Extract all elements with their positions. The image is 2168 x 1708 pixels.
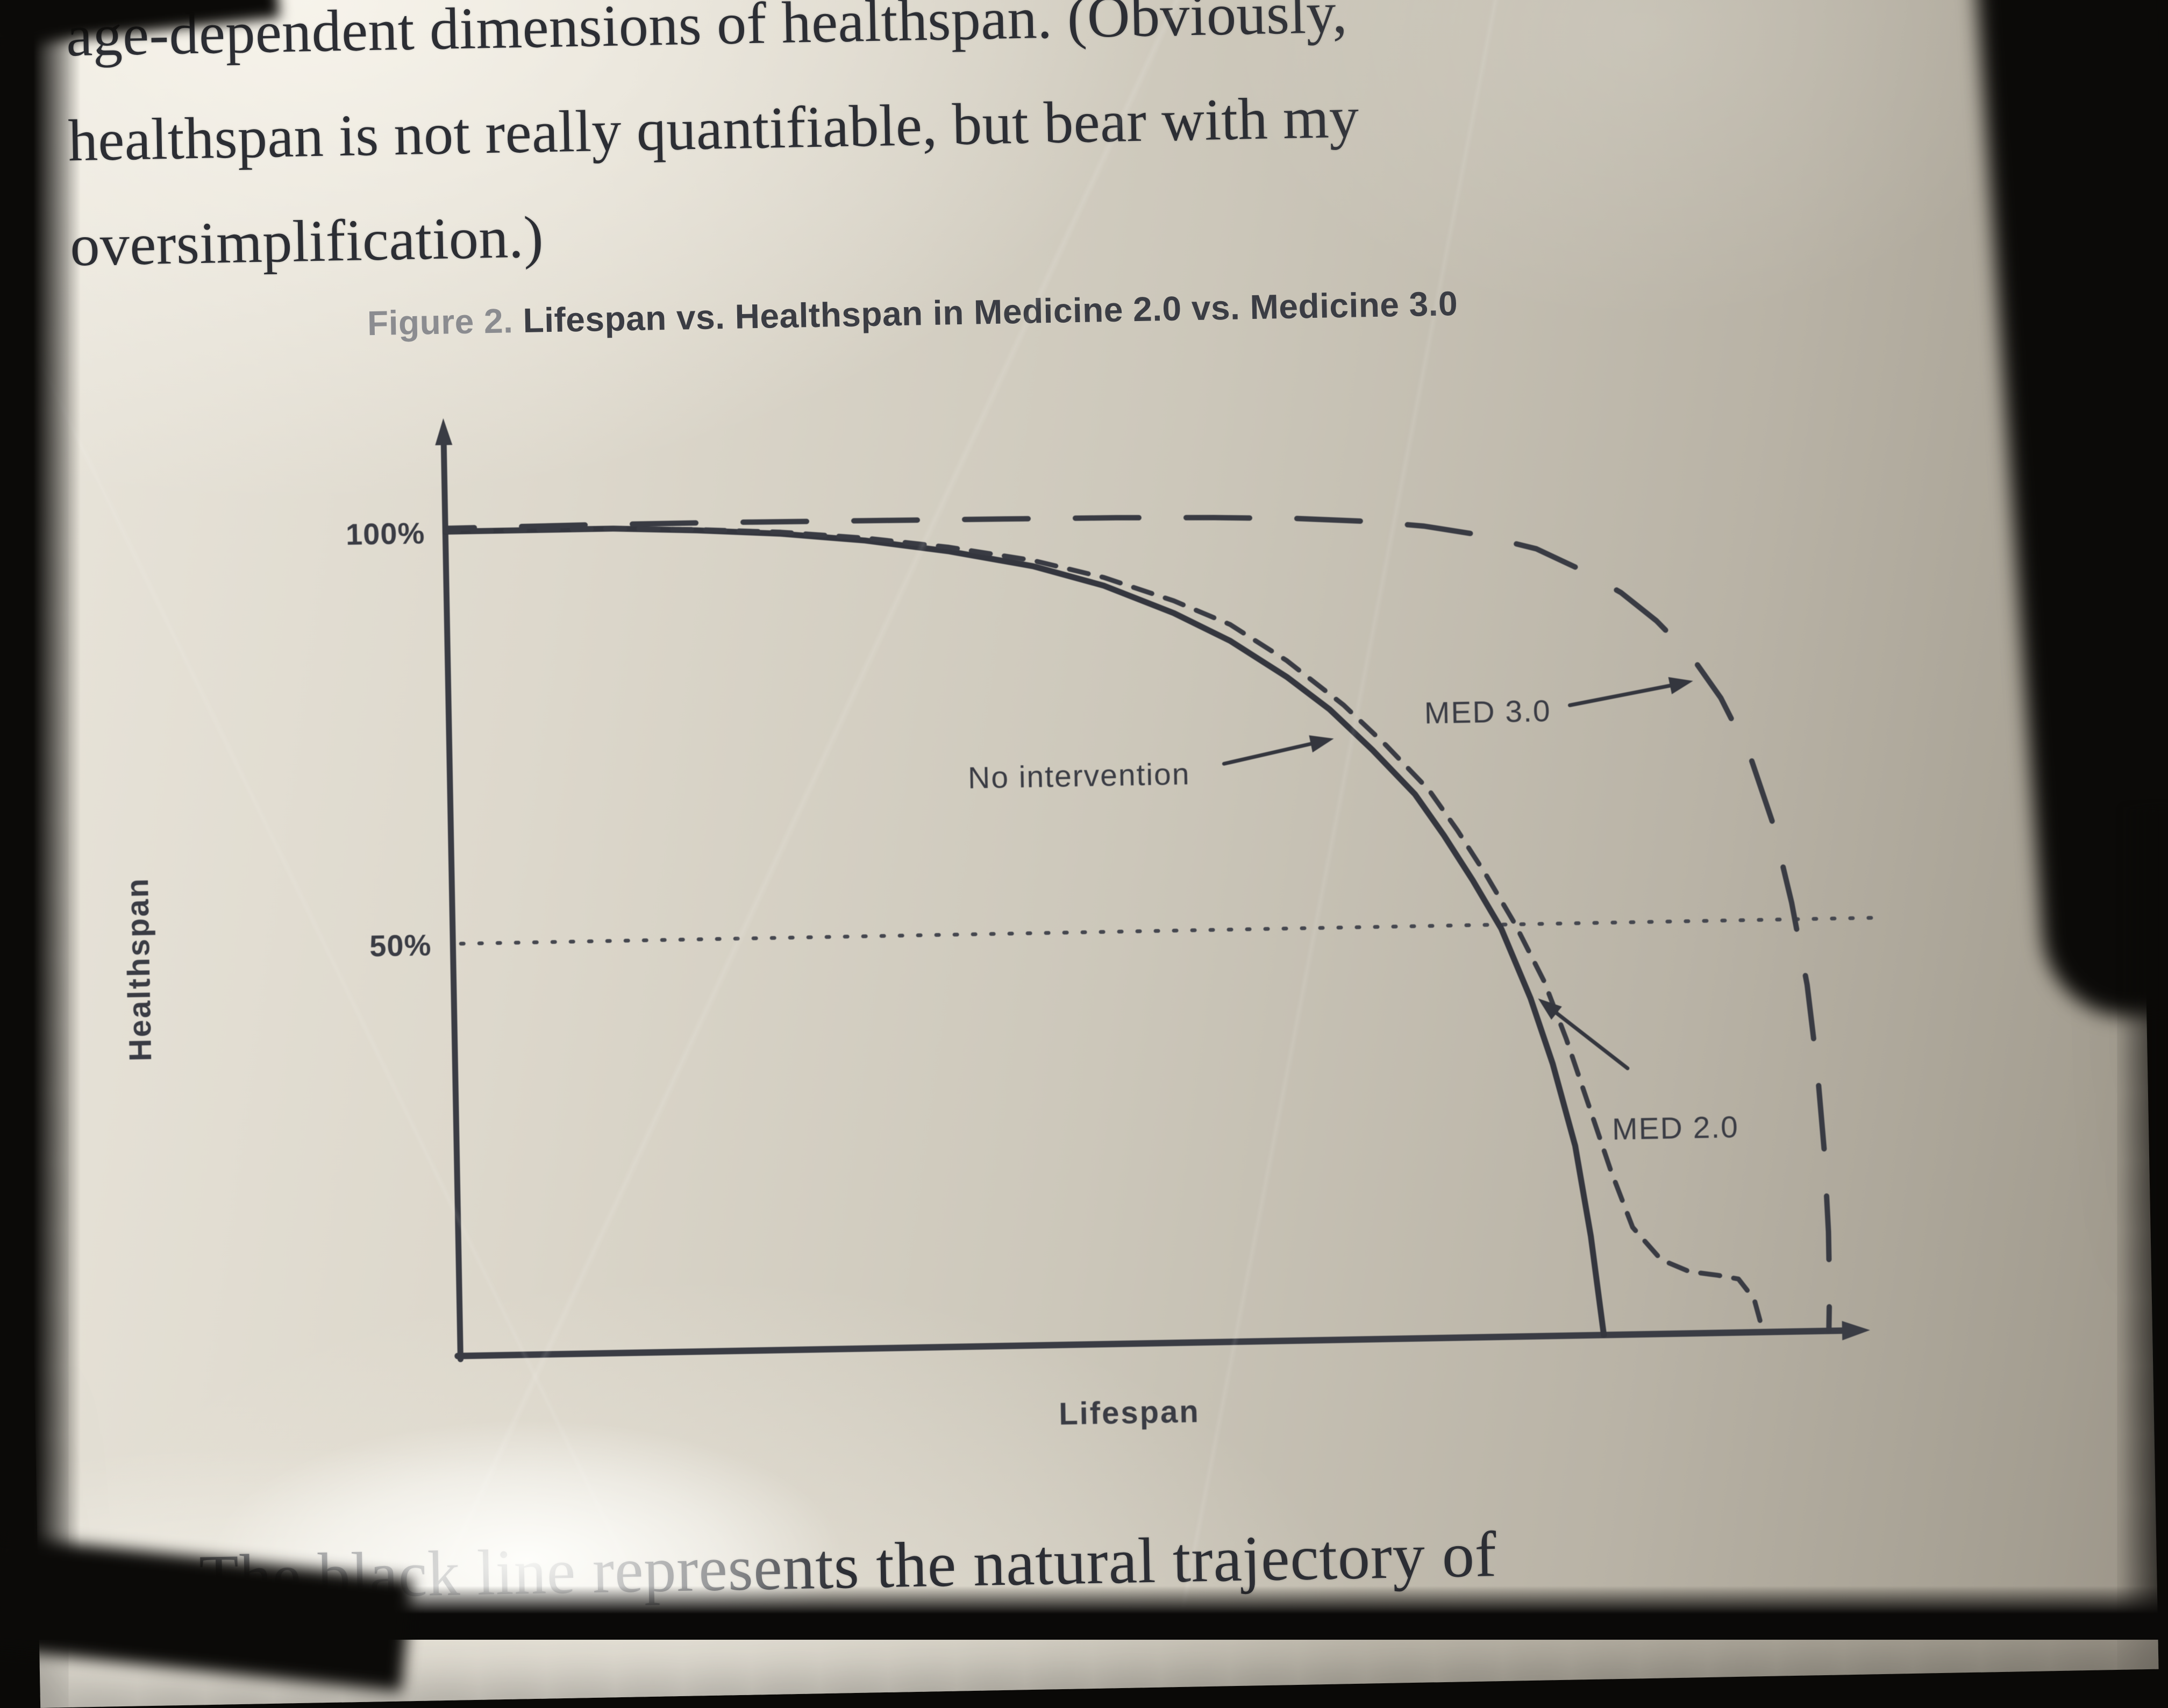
lifespan-healthspan-chart: 100% 50% Healthspan Lifespan No interven…	[73, 382, 1937, 1513]
y-axis-title: Healthspan	[120, 877, 158, 1062]
x-axis-title: Lifespan	[1059, 1394, 1201, 1432]
top-paragraph: age-dependent dimensions of healthspan. …	[65, 0, 1925, 298]
curve-med-3-0	[443, 515, 1832, 1334]
arrowhead-med-3-0-icon	[1668, 677, 1693, 694]
fifty-percent-dotted-line	[459, 916, 1877, 946]
chart-svg: 100% 50% Healthspan Lifespan No interven…	[120, 418, 1877, 1432]
annotation-arrow-no-intervention	[1222, 742, 1313, 766]
caption-prefix: Figure 2.	[367, 301, 524, 343]
x-axis-arrowhead-icon	[1842, 1321, 1870, 1341]
y-axis-arrowhead-icon	[435, 418, 453, 445]
annotation-med-3-0: MED 3.0	[1424, 694, 1551, 730]
annotation-med-2-0: MED 2.0	[1612, 1110, 1739, 1147]
annotation-no-intervention: No intervention	[968, 757, 1190, 795]
y-axis	[440, 438, 463, 1362]
caption-title: Lifespan vs. Healthspan in Medicine 2.0 …	[522, 284, 1458, 340]
tick-label-100: 100%	[345, 516, 425, 551]
tick-label-50: 50%	[369, 928, 432, 963]
curve-no-intervention	[442, 525, 1607, 1338]
x-axis	[454, 1327, 1849, 1360]
ereader-page: age-dependent dimensions of healthspan. …	[8, 0, 2159, 1708]
annotation-arrow-med-3-0	[1568, 684, 1672, 707]
arrowhead-no-intervention-icon	[1309, 735, 1334, 753]
bottom-paragraph: The black line represents the natural tr…	[198, 1518, 1497, 1614]
